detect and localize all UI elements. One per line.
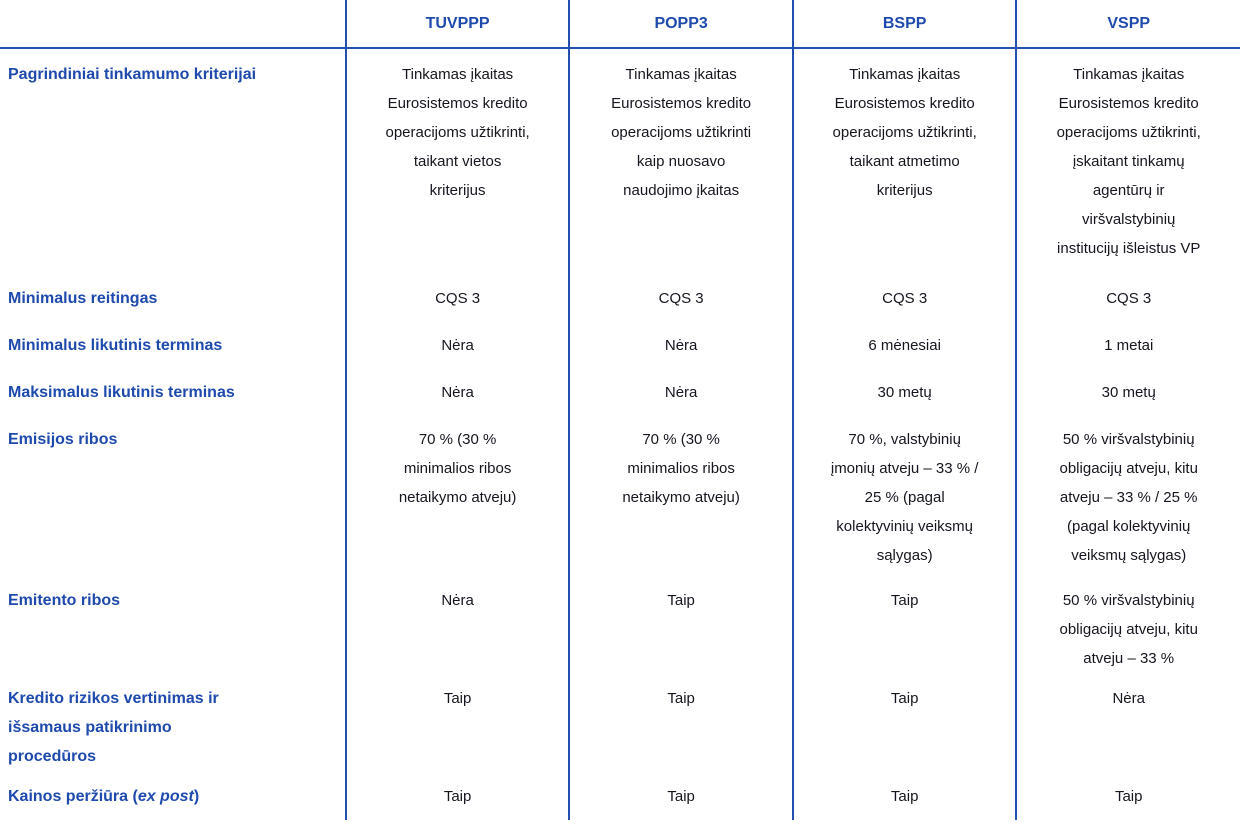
table-cell: Nėra [1015, 673, 1240, 771]
table-cell: 6 mėnesiai [791, 320, 1017, 367]
table-cell: 50 % viršvalstybinių obligacijų atveju, … [1015, 575, 1240, 673]
table-cell: Nėra [344, 320, 570, 367]
row-label-issue-limits: Emisijos ribos [8, 431, 118, 448]
table-row: Pagrindiniai tinkamumo kriterijai Tinkam… [0, 48, 1240, 273]
table-cell: Taip [791, 673, 1017, 771]
table-cell: Taip [791, 575, 1017, 673]
row-label-eligibility-criteria: Pagrindiniai tinkamumo kriterijai [8, 66, 257, 83]
table-cell: 50 % viršvalstybinių obligacijų atveju, … [1015, 414, 1240, 575]
table-cell: Nėra [568, 367, 793, 414]
column-header-tuvppp: TUVPPP [344, 0, 570, 49]
table-cell: Tinkamas įkaitas Eurosistemos kredito op… [1015, 48, 1240, 273]
table-cell: Taip [568, 575, 793, 673]
table-cell: Tinkamas įkaitas Eurosistemos kredito op… [344, 48, 570, 273]
table-row: Emisijos ribos 70 % (30 % minimalios rib… [0, 414, 1240, 575]
table-cell: Taip [791, 771, 1017, 820]
table-cell: CQS 3 [568, 273, 793, 320]
row-label-ex-post: ex post [137, 788, 194, 805]
table-cell: 30 metų [791, 367, 1017, 414]
table-cell: 70 % (30 % minimalios ribos netaikymo at… [568, 414, 793, 575]
table-cell: CQS 3 [791, 273, 1017, 320]
table-cell: Taip [344, 771, 570, 820]
row-label-price-review: Kainos peržiūra (ex post) [0, 771, 346, 820]
table-cell: Nėra [568, 320, 793, 367]
column-header-vspp: VSPP [1015, 0, 1240, 49]
table-row: Maksimalus likutinis terminas Nėra Nėra … [0, 367, 1240, 414]
corner-cell [0, 0, 346, 49]
row-label-maximum-residual-maturity: Maksimalus likutinis terminas [8, 384, 235, 401]
table-row: Minimalus reitingas CQS 3 CQS 3 CQS 3 CQ… [0, 273, 1240, 320]
column-header-bspp: BSPP [791, 0, 1017, 49]
table-row: Minimalus likutinis terminas Nėra Nėra 6… [0, 320, 1240, 367]
row-label-prefix: Kainos peržiūra ( [8, 788, 138, 805]
table-row: Emitento ribos Nėra Taip Taip 50 % viršv… [0, 575, 1240, 673]
table-cell: Tinkamas įkaitas Eurosistemos kredito op… [568, 48, 793, 273]
table-cell: Nėra [344, 367, 570, 414]
table-cell: CQS 3 [1015, 273, 1240, 320]
column-header-popp3: POPP3 [568, 0, 793, 49]
row-label-issuer-limits: Emitento ribos [8, 592, 121, 609]
table-cell: 70 % (30 % minimalios ribos netaikymo at… [344, 414, 570, 575]
row-label-suffix: ) [193, 788, 200, 805]
header-row: TUVPPP POPP3 BSPP VSPP [0, 0, 1240, 49]
table-cell: Taip [344, 673, 570, 771]
table-cell: Taip [568, 673, 793, 771]
row-label-minimum-residual-maturity: Minimalus likutinis terminas [8, 337, 223, 354]
table-cell: 1 metai [1015, 320, 1240, 367]
table-cell: Nėra [344, 575, 570, 673]
table-row: Kredito rizikos vertinimas ir išsamaus p… [0, 673, 1240, 771]
table-cell: Tinkamas įkaitas Eurosistemos kredito op… [791, 48, 1017, 273]
row-label-minimum-rating: Minimalus reitingas [8, 290, 158, 307]
row-label-credit-risk-assessment: Kredito rizikos vertinimas ir išsamaus p… [8, 690, 219, 765]
table-cell: CQS 3 [344, 273, 570, 320]
table-cell: 30 metų [1015, 367, 1240, 414]
table-cell: Taip [1015, 771, 1240, 820]
table-row: Kainos peržiūra (ex post) Taip Taip Taip… [0, 771, 1240, 820]
table-cell: 70 %, valstybinių įmonių atveju – 33 % /… [791, 414, 1017, 575]
table-cell: Taip [568, 771, 793, 820]
